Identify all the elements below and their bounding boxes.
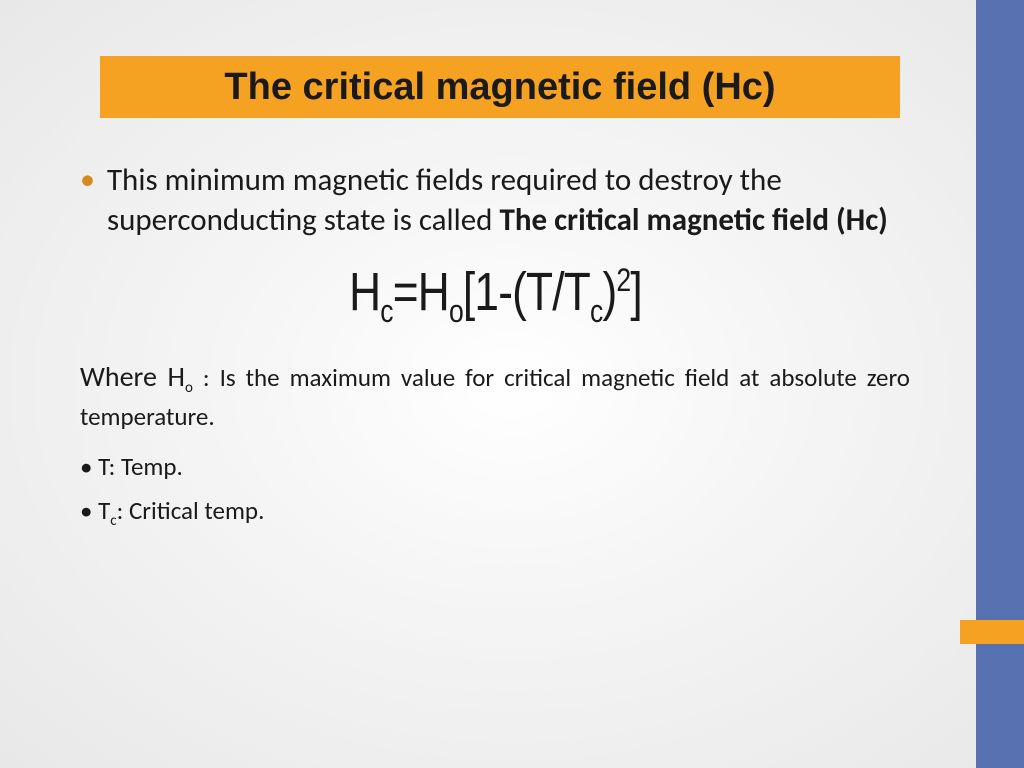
def-t: • T: Temp. xyxy=(80,448,910,486)
where-prefix: Where H xyxy=(80,359,185,394)
bullet-bold: The critical magnetic field (Hc) xyxy=(499,201,887,239)
formula-expression: Hc=Ho[1-(T/Tc)2] xyxy=(349,261,642,330)
formula-sup: 2 xyxy=(616,262,630,298)
formula-part: H xyxy=(417,262,448,322)
formula-part: ) xyxy=(602,262,616,322)
where-text: : Is the maximum value for critical magn… xyxy=(80,362,910,432)
bullet-item: • This minimum magnetic fields required … xyxy=(80,160,910,241)
side-accent xyxy=(960,620,1024,644)
title-box: The critical magnetic field (Hc) xyxy=(100,56,900,118)
content-area: • This minimum magnetic fields required … xyxy=(80,160,910,538)
bullet-icon: • xyxy=(80,160,95,241)
slide-title: The critical magnetic field (Hc) xyxy=(224,66,775,109)
def-tc-prefix: • T xyxy=(80,495,110,526)
where-sub: o xyxy=(185,379,193,397)
side-stripe xyxy=(976,0,1024,768)
formula: Hc=Ho[1-(T/Tc)2] xyxy=(80,261,910,330)
formula-part: [1-(T/T xyxy=(462,262,589,322)
def-tc: • Tc: Critical temp. xyxy=(80,492,910,533)
def-tc-suffix: : Critical temp. xyxy=(117,495,265,526)
formula-sub: c xyxy=(380,292,392,328)
formula-part: ] xyxy=(630,262,641,322)
formula-sub: o xyxy=(448,292,462,328)
formula-part: H xyxy=(349,262,380,322)
where-clause: Where Ho : Is the maximum value for crit… xyxy=(80,357,910,434)
bullet-text: This minimum magnetic fields required to… xyxy=(107,160,910,241)
formula-sub: c xyxy=(590,292,602,328)
formula-part: = xyxy=(392,262,417,322)
